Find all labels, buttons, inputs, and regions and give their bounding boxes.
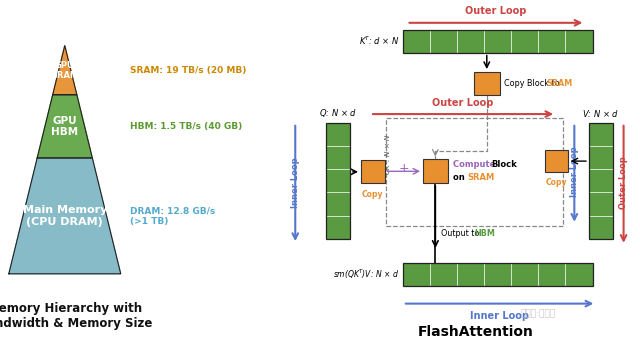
Text: Copy: Copy bbox=[362, 190, 383, 199]
Bar bbox=[484, 30, 511, 53]
Polygon shape bbox=[37, 95, 92, 158]
Bar bbox=[457, 263, 484, 286]
Text: Outer Loop: Outer Loop bbox=[465, 6, 527, 16]
Bar bbox=[566, 263, 593, 286]
Bar bbox=[326, 146, 350, 169]
Text: +: + bbox=[399, 162, 409, 175]
Text: SRAM: SRAM bbox=[546, 79, 572, 88]
Bar bbox=[403, 30, 593, 53]
Bar bbox=[326, 192, 350, 216]
Bar bbox=[511, 263, 538, 286]
Text: on: on bbox=[453, 173, 468, 182]
Bar bbox=[403, 30, 430, 53]
Text: GPU
HBM: GPU HBM bbox=[51, 115, 78, 137]
Bar bbox=[430, 30, 457, 53]
Text: Outer Loop: Outer Loop bbox=[619, 156, 628, 209]
Text: Copy Block to: Copy Block to bbox=[504, 79, 562, 88]
Bar bbox=[326, 169, 350, 192]
Text: Output to: Output to bbox=[441, 229, 482, 238]
Text: Inner Loop: Inner Loop bbox=[470, 311, 529, 320]
Text: Compute: Compute bbox=[453, 160, 499, 170]
Bar bbox=[589, 123, 612, 146]
Bar bbox=[403, 263, 430, 286]
Polygon shape bbox=[52, 46, 77, 95]
Text: V: $N$ $\times$ $d$: V: $N$ $\times$ $d$ bbox=[582, 108, 620, 119]
Bar bbox=[589, 146, 612, 169]
Text: QK$^T$: $N$ $\times$ $N$: QK$^T$: $N$ $\times$ $N$ bbox=[383, 133, 395, 176]
Bar bbox=[589, 192, 612, 216]
Bar bbox=[538, 263, 566, 286]
Bar bbox=[403, 263, 593, 286]
Text: K$^T$: $d$ $\times$ $N$: K$^T$: $d$ $\times$ $N$ bbox=[358, 35, 399, 47]
Text: 公众号·量子位: 公众号·量子位 bbox=[520, 310, 556, 319]
Bar bbox=[361, 160, 385, 183]
Text: HBM: HBM bbox=[475, 229, 495, 238]
Bar bbox=[484, 263, 511, 286]
Text: sm(QK$^T$)V: $N$ $\times$ $d$: sm(QK$^T$)V: $N$ $\times$ $d$ bbox=[333, 268, 399, 282]
Text: Copy: Copy bbox=[546, 178, 567, 187]
Text: Block: Block bbox=[491, 160, 516, 170]
Bar bbox=[326, 216, 350, 239]
Text: Inner Loop: Inner Loop bbox=[570, 147, 579, 197]
Bar bbox=[326, 123, 350, 146]
Bar bbox=[457, 30, 484, 53]
Bar bbox=[511, 30, 538, 53]
Text: HBM: 1.5 TB/s (40 GB): HBM: 1.5 TB/s (40 GB) bbox=[129, 122, 242, 131]
Text: Q: $N$ $\times$ $d$: Q: $N$ $\times$ $d$ bbox=[319, 107, 357, 119]
Bar bbox=[589, 123, 612, 239]
Bar bbox=[589, 169, 612, 192]
Bar bbox=[387, 118, 563, 226]
Bar bbox=[474, 72, 500, 95]
Bar bbox=[326, 123, 350, 239]
Bar bbox=[430, 263, 457, 286]
Text: DRAM: 12.8 GB/s
(>1 TB): DRAM: 12.8 GB/s (>1 TB) bbox=[129, 206, 215, 226]
Text: SRAM: SRAM bbox=[467, 173, 494, 182]
Polygon shape bbox=[9, 158, 121, 274]
Text: GPU
SRAM: GPU SRAM bbox=[51, 60, 78, 80]
Text: Main Memory
(CPU DRAM): Main Memory (CPU DRAM) bbox=[22, 205, 107, 227]
Text: FlashAttention: FlashAttention bbox=[418, 325, 534, 339]
Text: Memory Hierarchy with
Bandwidth & Memory Size: Memory Hierarchy with Bandwidth & Memory… bbox=[0, 302, 152, 330]
Text: SRAM: 19 TB/s (20 MB): SRAM: 19 TB/s (20 MB) bbox=[129, 66, 246, 75]
Text: Outer Loop: Outer Loop bbox=[433, 98, 493, 108]
Text: Inner Loop: Inner Loop bbox=[291, 157, 300, 208]
Bar bbox=[423, 159, 448, 183]
Bar bbox=[538, 30, 566, 53]
Bar bbox=[566, 30, 593, 53]
Bar bbox=[545, 150, 568, 172]
Bar bbox=[589, 216, 612, 239]
